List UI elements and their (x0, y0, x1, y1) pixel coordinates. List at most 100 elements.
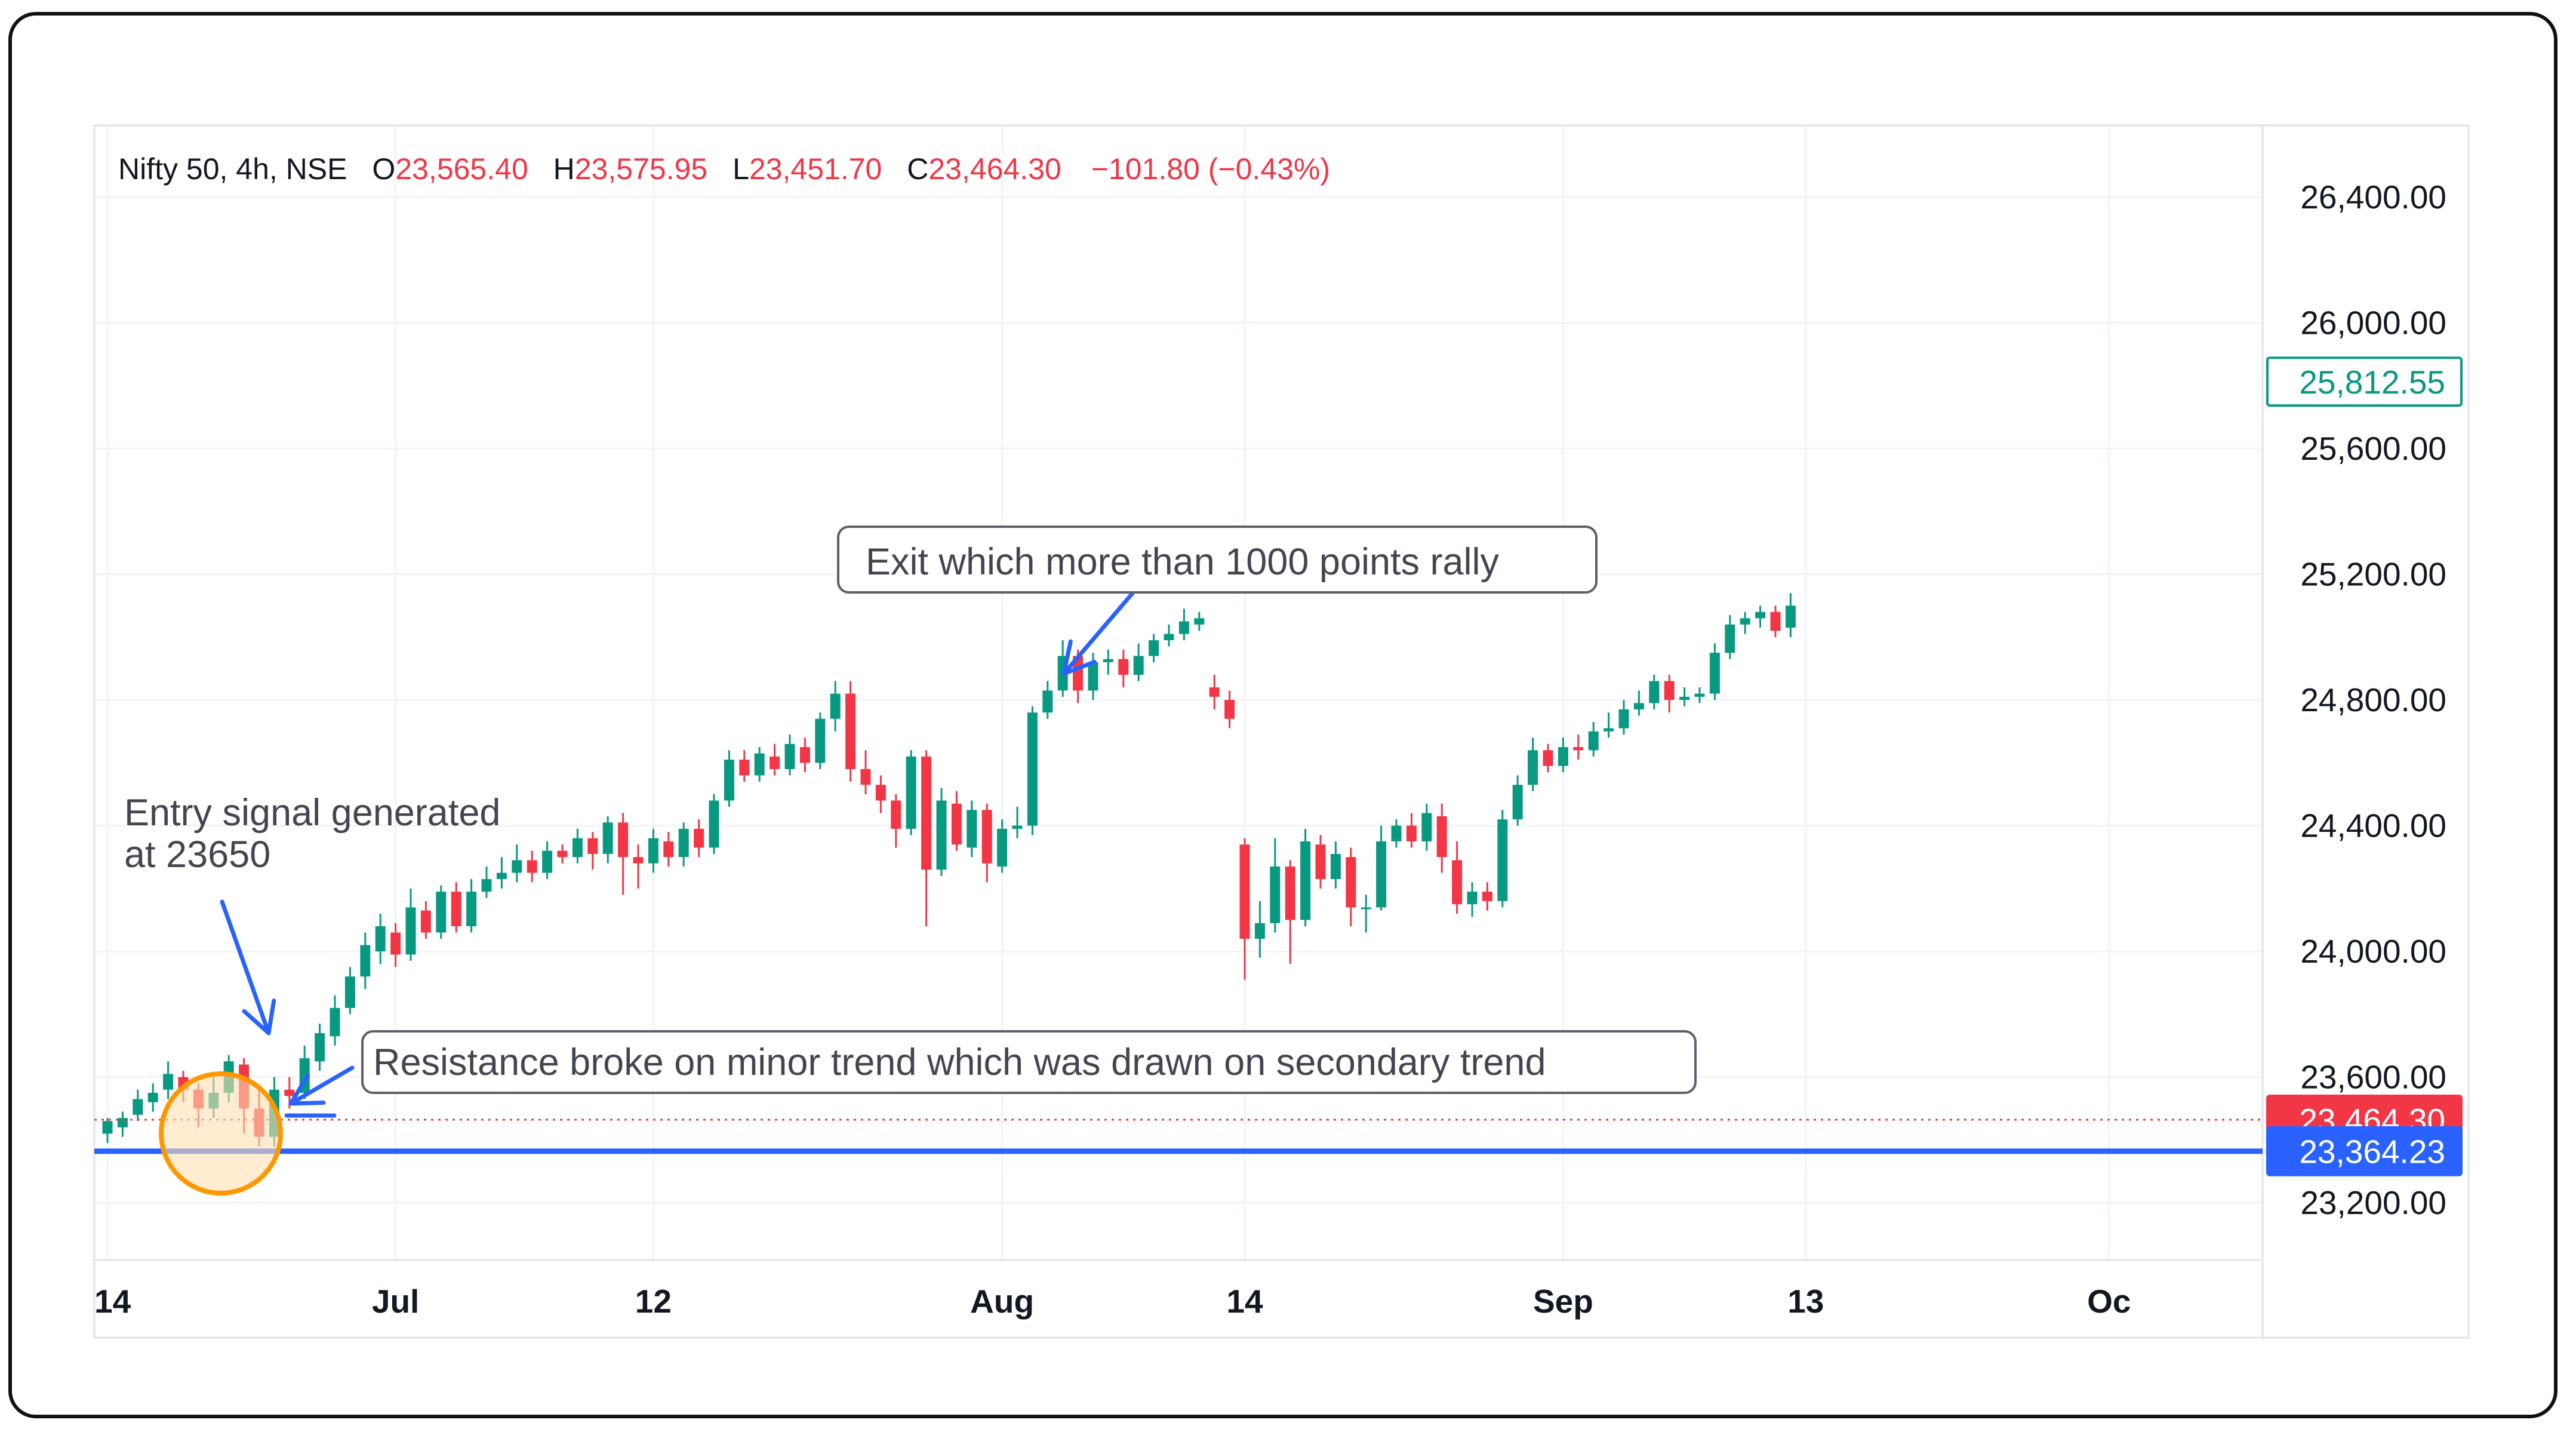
candle[interactable] (648, 828, 658, 873)
candle[interactable] (936, 788, 947, 876)
candle-body[interactable] (466, 892, 477, 927)
candle[interactable] (770, 743, 780, 776)
candle[interactable] (754, 747, 765, 782)
candle[interactable] (1209, 674, 1220, 709)
x-axis[interactable]: 14 Jul 12 Aug 14 Sep 13 Oc (94, 1283, 2131, 1320)
candle-body[interactable] (284, 1089, 295, 1096)
candle-body[interactable] (602, 822, 613, 854)
candle-body[interactable] (921, 756, 932, 870)
candle-body[interactable] (1604, 728, 1614, 732)
candle[interactable] (1482, 882, 1492, 911)
candle[interactable] (1588, 721, 1599, 757)
candle[interactable] (572, 828, 583, 864)
candle[interactable] (633, 844, 644, 889)
candle-body[interactable] (481, 879, 492, 892)
candle-body[interactable] (724, 760, 734, 801)
candle[interactable] (481, 867, 492, 898)
candle-body[interactable] (1178, 621, 1189, 634)
candle-body[interactable] (1361, 907, 1371, 909)
candle[interactable] (1315, 835, 1326, 889)
candle-body[interactable] (1406, 825, 1417, 841)
candle-body[interactable] (739, 760, 750, 776)
candle-body[interactable] (678, 828, 689, 858)
candle-body[interactable] (618, 822, 629, 858)
candle[interactable] (967, 800, 977, 858)
candle[interactable] (1452, 841, 1463, 914)
candle-body[interactable] (542, 850, 553, 873)
candle[interactable] (1740, 612, 1750, 634)
candle-body[interactable] (1391, 825, 1402, 841)
candle[interactable] (557, 844, 568, 864)
candle-body[interactable] (1315, 844, 1326, 880)
candle-body[interactable] (845, 693, 856, 769)
candle[interactable] (451, 882, 461, 933)
candle-body[interactable] (1497, 819, 1508, 901)
candle[interactable] (102, 1118, 113, 1144)
candle[interactable] (1406, 813, 1417, 848)
candle-body[interactable] (906, 756, 916, 829)
candle-body[interactable] (102, 1121, 113, 1134)
candle-body[interactable] (512, 860, 522, 873)
candle-body[interactable] (1543, 750, 1553, 766)
candle[interactable] (997, 819, 1008, 873)
candle-body[interactable] (330, 1007, 340, 1037)
candle-body[interactable] (648, 838, 658, 864)
candle-body[interactable] (1164, 634, 1174, 641)
candle-body[interactable] (451, 892, 461, 927)
candle-body[interactable] (1649, 681, 1660, 703)
candle-body[interactable] (527, 860, 537, 873)
candle-body[interactable] (1664, 681, 1675, 700)
candle[interactable] (602, 816, 613, 864)
candle[interactable] (1694, 687, 1705, 703)
candle-body[interactable] (1573, 747, 1584, 751)
candle[interactable] (906, 750, 916, 835)
candle-body[interactable] (1482, 892, 1492, 901)
candle-body[interactable] (1239, 844, 1250, 939)
candle-body[interactable] (860, 769, 871, 785)
candle[interactable] (1391, 819, 1402, 848)
candle[interactable] (315, 1024, 325, 1071)
candle[interactable] (981, 803, 992, 883)
candle-body[interactable] (830, 693, 841, 719)
candle-body[interactable] (360, 945, 371, 977)
candle[interactable] (1755, 606, 1766, 628)
candle-body[interactable] (663, 841, 674, 858)
candle[interactable] (1633, 690, 1644, 716)
candle[interactable] (1512, 775, 1523, 826)
candle[interactable] (1725, 614, 1735, 659)
candle[interactable] (1285, 860, 1295, 964)
candle[interactable] (830, 681, 841, 732)
candle[interactable] (1164, 624, 1174, 647)
candle-body[interactable] (147, 1092, 158, 1102)
candle[interactable] (784, 734, 795, 776)
candle-body[interactable] (1588, 731, 1599, 751)
candle-body[interactable] (997, 828, 1008, 867)
candle-body[interactable] (1254, 923, 1265, 939)
candle[interactable] (147, 1083, 158, 1112)
candle-body[interactable] (390, 932, 401, 955)
candle[interactable] (891, 794, 901, 848)
candle[interactable] (512, 844, 522, 883)
candle-body[interactable] (375, 926, 386, 952)
y-axis[interactable]: 26,400.00 26,000.00 25,600.00 25,200.00 24,8… (2266, 179, 2463, 1221)
candle[interactable] (845, 681, 856, 782)
candle[interactable] (1088, 653, 1098, 700)
candle-body[interactable] (1785, 606, 1796, 628)
candle[interactable] (527, 850, 537, 883)
candle[interactable] (1239, 838, 1250, 980)
candle-body[interactable] (1709, 653, 1720, 694)
candle-body[interactable] (315, 1033, 325, 1062)
candle[interactable] (815, 712, 826, 769)
candle[interactable] (1770, 606, 1781, 637)
candle-body[interactable] (1467, 892, 1478, 905)
candle[interactable] (1649, 674, 1660, 709)
candle-body[interactable] (981, 810, 992, 864)
candle-body[interactable] (1618, 709, 1629, 729)
candle[interactable] (1558, 738, 1568, 773)
candle-body[interactable] (1725, 624, 1735, 653)
candle[interactable] (420, 901, 431, 939)
candle[interactable] (1103, 649, 1113, 675)
candle-body[interactable] (1679, 696, 1690, 700)
candle[interactable] (1027, 706, 1038, 835)
candle[interactable] (663, 832, 674, 867)
